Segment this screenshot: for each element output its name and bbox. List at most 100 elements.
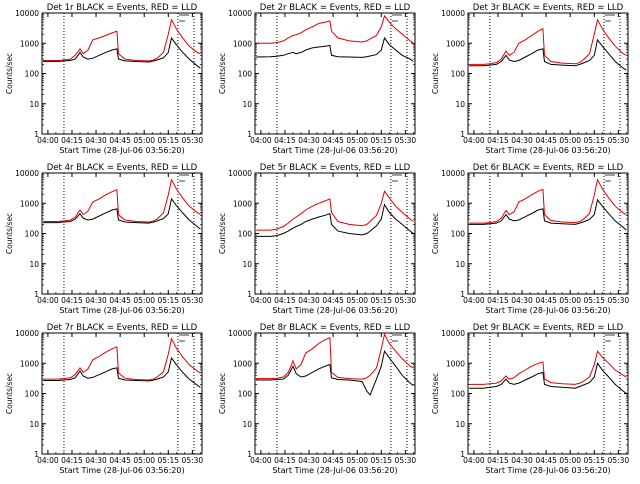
x-tick-label: 04:30 — [511, 456, 533, 465]
x-axis-label: Start Time (28-Jul-06 03:56:20) — [485, 466, 610, 475]
lld-series-line — [256, 190, 414, 231]
chart-title: Det 4r BLACK = Events, RED = LLD — [47, 163, 198, 173]
x-tick-label: 05:15 — [370, 296, 392, 305]
y-tick-label: 100 — [25, 230, 40, 239]
y-axis-label: Counts/sec — [5, 373, 14, 414]
x-tick-label: 05:00 — [346, 136, 368, 145]
chart-panel: Det 2r BLACK = Events, RED = LLD 1 10 100 10… — [213, 0, 426, 160]
y-tick-label: 1 — [460, 450, 465, 459]
x-tick-label: 04:00 — [463, 136, 485, 145]
x-tick-label: 05:30 — [182, 456, 204, 465]
chart-title: Det 8r BLACK = Events, RED = LLD — [260, 323, 411, 333]
lld-series-line — [469, 18, 627, 65]
x-tick-label: 05:30 — [608, 296, 630, 305]
x-tick-label: 04:00 — [463, 296, 485, 305]
x-tick-label: 04:00 — [37, 456, 59, 465]
y-tick-label: 1000 — [446, 199, 465, 208]
chart-panel: Det 7r BLACK = Events, RED = LLD 1 10 100 10… — [0, 320, 213, 480]
x-axis-label: Start Time (28-Jul-06 03:56:20) — [485, 306, 610, 315]
x-tick-label: 04:15 — [487, 136, 509, 145]
y-axis-label: Counts/sec — [218, 213, 227, 254]
x-tick-label: 04:15 — [274, 456, 296, 465]
y-tick-label: 10000 — [15, 9, 39, 18]
x-tick-label: 05:00 — [559, 136, 581, 145]
x-tick-label: 04:15 — [274, 136, 296, 145]
x-tick-label: 04:15 — [61, 296, 83, 305]
x-tick-label: 04:00 — [37, 136, 59, 145]
attenuator-mark — [391, 14, 402, 22]
y-tick-label: 10000 — [441, 9, 465, 18]
lld-series-line — [43, 337, 201, 381]
y-tick-label: 1000 — [20, 199, 39, 208]
x-axis-label: Start Time (28-Jul-06 03:56:20) — [59, 466, 184, 475]
x-tick-label: 04:15 — [274, 296, 296, 305]
y-tick-label: 1 — [34, 130, 39, 139]
x-tick-label: 04:45 — [322, 296, 344, 305]
x-tick-label: 04:45 — [322, 136, 344, 145]
chart-title: Det 9r BLACK = Events, RED = LLD — [473, 323, 624, 333]
events-series-line — [256, 36, 414, 62]
detector-chart: Det 4r BLACK = Events, RED = LLD 1 10 100 10… — [5, 163, 204, 315]
y-axis-label: Counts/sec — [5, 53, 14, 94]
attenuator-mark — [604, 174, 615, 182]
y-tick-label: 10 — [29, 100, 39, 109]
lld-series-line — [256, 332, 414, 380]
x-tick-label: 05:00 — [133, 136, 155, 145]
x-tick-label: 04:45 — [535, 296, 557, 305]
x-tick-label: 05:30 — [182, 296, 204, 305]
x-tick-label: 04:00 — [463, 456, 485, 465]
y-tick-label: 1 — [34, 290, 39, 299]
events-series-line — [43, 356, 201, 388]
x-tick-label: 04:15 — [61, 136, 83, 145]
x-tick-label: 04:30 — [298, 456, 320, 465]
y-axis-label: Counts/sec — [431, 213, 440, 254]
y-tick-label: 1 — [247, 450, 252, 459]
events-series-line — [469, 198, 627, 231]
detector-chart: Det 1r BLACK = Events, RED = LLD 1 10 100 10… — [5, 3, 204, 155]
x-tick-label: 05:15 — [157, 456, 179, 465]
y-tick-label: 10000 — [228, 9, 252, 18]
y-tick-label: 10000 — [15, 329, 39, 338]
y-tick-label: 1 — [247, 290, 252, 299]
detector-chart: Det 5r BLACK = Events, RED = LLD 1 10 100 10… — [218, 163, 417, 315]
x-tick-label: 04:30 — [298, 136, 320, 145]
events-series-line — [256, 349, 414, 396]
events-series-line — [43, 197, 201, 230]
y-tick-label: 10000 — [15, 169, 39, 178]
x-tick-label: 05:30 — [395, 456, 417, 465]
chart-panel: Det 8r BLACK = Events, RED = LLD 1 10 100 10… — [213, 320, 426, 480]
x-tick-label: 05:00 — [133, 456, 155, 465]
x-tick-label: 04:15 — [487, 296, 509, 305]
y-axis-label: Counts/sec — [218, 373, 227, 414]
y-tick-label: 100 — [25, 70, 40, 79]
x-tick-label: 04:30 — [85, 296, 107, 305]
x-tick-label: 05:00 — [559, 296, 581, 305]
x-tick-label: 05:30 — [395, 136, 417, 145]
y-tick-label: 1 — [247, 130, 252, 139]
y-tick-label: 1000 — [20, 39, 39, 48]
y-tick-label: 10 — [29, 260, 39, 269]
x-tick-label: 05:30 — [182, 136, 204, 145]
x-tick-label: 04:30 — [85, 136, 107, 145]
y-axis-label: Counts/sec — [431, 373, 440, 414]
events-series-line — [469, 38, 627, 71]
events-series-line — [43, 36, 201, 69]
x-tick-label: 04:45 — [322, 456, 344, 465]
chart-title: Det 3r BLACK = Events, RED = LLD — [473, 3, 624, 13]
y-tick-label: 1000 — [446, 359, 465, 368]
y-tick-label: 10 — [455, 420, 465, 429]
x-tick-label: 04:00 — [37, 296, 59, 305]
x-tick-label: 05:00 — [346, 296, 368, 305]
x-tick-label: 04:30 — [511, 136, 533, 145]
attenuator-mark — [178, 174, 189, 182]
detector-chart: Det 7r BLACK = Events, RED = LLD 1 10 100 10… — [5, 323, 204, 475]
y-tick-label: 1000 — [446, 39, 465, 48]
x-tick-label: 04:45 — [109, 296, 131, 305]
attenuator-mark — [604, 14, 615, 22]
events-series-line — [469, 362, 627, 394]
y-tick-label: 100 — [451, 70, 466, 79]
y-tick-label: 1000 — [20, 359, 39, 368]
x-tick-label: 05:30 — [395, 296, 417, 305]
x-axis-label: Start Time (28-Jul-06 03:56:20) — [485, 146, 610, 155]
lld-series-line — [43, 178, 201, 223]
